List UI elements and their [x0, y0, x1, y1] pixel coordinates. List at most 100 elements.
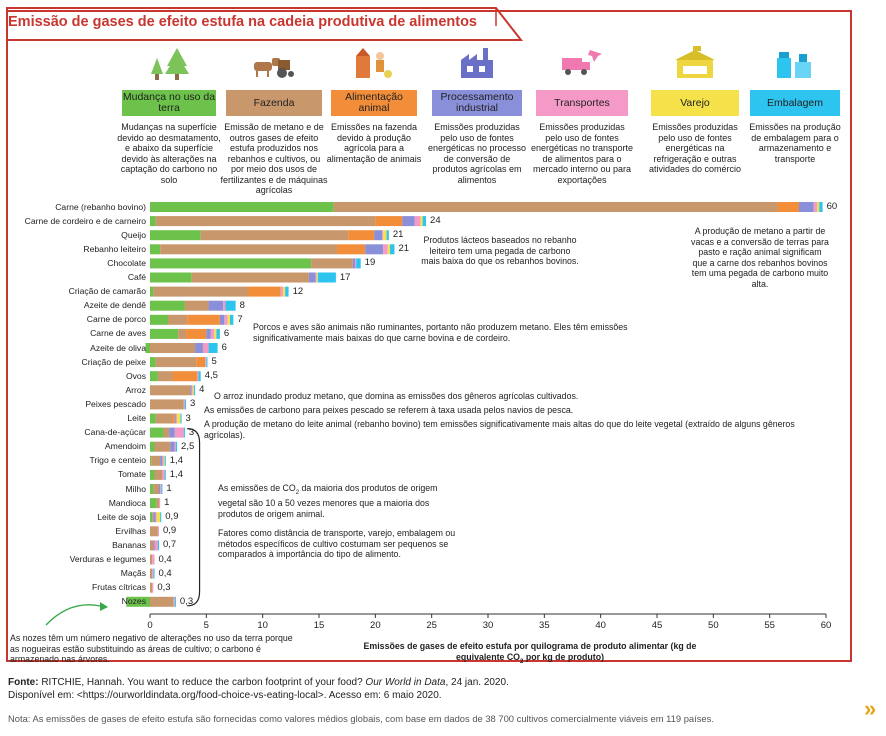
bar-segment-packaging — [161, 484, 163, 494]
bar-segment-land — [150, 413, 156, 424]
bar-segment-farm — [184, 300, 209, 311]
row-total-label: 3 — [185, 412, 191, 424]
bar-segment-packaging — [206, 357, 208, 368]
row-label: Carne de aves — [90, 328, 146, 339]
bar-segment-packaging — [356, 258, 361, 269]
bar-segment-processing — [174, 413, 176, 424]
x-tick-label: 0 — [147, 620, 153, 631]
farmer-icon — [352, 44, 396, 87]
bar-segment-land — [150, 469, 155, 480]
bar-segment-transport — [157, 526, 160, 537]
bar-segment-transport — [159, 498, 161, 509]
bar-segment-land — [150, 512, 153, 523]
truck-plane-icon — [560, 44, 604, 87]
bar-segment-farm — [155, 357, 197, 368]
row-total-label: 4,5 — [204, 370, 218, 382]
row-label: Tomate — [117, 469, 146, 480]
row-total-label: 17 — [339, 271, 351, 283]
x-tick-label: 60 — [820, 620, 832, 631]
row-total-label: 3 — [190, 398, 196, 410]
bar-segment-transport — [183, 399, 185, 410]
bar-segment-farm — [151, 455, 161, 466]
bar-segment-packaging — [175, 441, 178, 452]
bar-segment-transport — [152, 568, 154, 579]
row-total-label: 2,5 — [181, 440, 195, 452]
row-total-label: 21 — [398, 243, 410, 255]
annotation-nuts: As nozes têm um número negativo de alter… — [10, 633, 293, 664]
bar-segment-farm — [154, 469, 163, 480]
row-label: Criação de camarão — [68, 286, 146, 297]
bar-segment-packaging — [225, 300, 236, 311]
bar-segment-feed — [186, 328, 207, 339]
bar-segment-farm — [155, 413, 173, 424]
row-total-label: 0,4 — [158, 567, 172, 579]
bar-segment-farm — [178, 328, 187, 339]
category-desc-packaging: Emissões na produção de embalagem para o… — [749, 122, 841, 164]
bar-segment-transport — [162, 469, 165, 480]
bar-segment-farm — [150, 582, 153, 593]
x-axis-label: Emissões de gases de efeito estufa por q… — [363, 641, 697, 665]
row-label: Criação de peixe — [81, 356, 147, 367]
x-tick-label: 25 — [426, 620, 437, 631]
bar-segment-feed — [348, 230, 375, 241]
row-label: Ervilhas — [115, 525, 146, 536]
row-total-label: 0,9 — [165, 511, 179, 523]
bar-segment-feed — [172, 413, 175, 424]
row-total-label: 19 — [364, 257, 376, 269]
bar-segment-retail — [383, 230, 387, 241]
row-label: Cana-de-açúcar — [84, 427, 146, 438]
row-label: Peixes pescado — [85, 398, 146, 409]
page-title: Emissão de gases de efeito estufa na cad… — [8, 14, 477, 30]
bar-segment-packaging — [160, 512, 162, 523]
annotation-milk: A produção de metano do leite animal (re… — [204, 419, 795, 440]
category-desc-retail: Emissões produzidas pelo uso de fontes e… — [648, 122, 742, 174]
annotation-plants-2: Fatores como distância de transporte, va… — [218, 528, 456, 559]
bar-segment-transport — [414, 216, 421, 227]
bar-segment-processing — [308, 272, 316, 283]
bar-segment-retail — [816, 202, 820, 212]
row-total-label: 60 — [826, 201, 838, 212]
bar-segment-feed — [777, 202, 799, 212]
row-total-label: 0,3 — [157, 581, 171, 593]
bar-segment-packaging — [208, 343, 218, 353]
bar-segment-processing — [160, 455, 163, 466]
annotation-fish: As emissões de carbono para peixes pesca… — [204, 405, 574, 415]
bar-segment-land — [150, 357, 156, 368]
bar-segment-farm — [153, 286, 249, 297]
factory-icon — [455, 44, 499, 87]
bar-segment-packaging — [819, 202, 823, 212]
bar-segment-feed — [187, 314, 220, 325]
tree-icon — [147, 44, 191, 87]
bar-segment-transport — [154, 540, 158, 551]
row-total-label: 1,4 — [169, 454, 183, 466]
category-desc-transport: Emissões produzidas pelo uso de fontes e… — [530, 122, 634, 185]
category-desc-feed: Emissões na fazenda devido à produção ag… — [326, 122, 422, 164]
bar-segment-farm — [150, 554, 153, 565]
bar-segment-transport — [152, 554, 155, 565]
row-total-label: 4 — [199, 384, 205, 396]
row-label: Carne (rebanho bovino) — [55, 201, 146, 212]
bar-segment-packaging — [229, 314, 234, 325]
category-desc-farm: Emissão de metano e de outros gases de e… — [220, 122, 328, 195]
row-total-label: 8 — [239, 299, 245, 311]
bar-segment-land — [150, 258, 312, 269]
bar-segment-feed — [248, 286, 281, 297]
annotation-dairy: Produtos lácteos baseados no rebanho lei… — [421, 235, 579, 266]
row-total-label: 0,4 — [158, 553, 172, 565]
row-total-label: 5 — [211, 356, 217, 368]
bar-segment-transport — [197, 371, 199, 382]
bar-segment-packaging — [184, 399, 187, 410]
x-tick-label: 35 — [539, 620, 550, 631]
row-total-label: 0,3 — [179, 595, 194, 607]
bar-segment-processing — [190, 385, 192, 396]
bar-segment-farm — [156, 498, 160, 509]
bar-segment-land — [150, 286, 154, 297]
chevron-right-icon[interactable]: » — [864, 696, 877, 721]
row-total-label: 24 — [430, 215, 441, 227]
bar-segment-retail — [177, 413, 181, 424]
row-total-label: 3 — [188, 426, 195, 438]
row-total-label: 1 — [164, 497, 170, 509]
bar-segment-land — [150, 427, 164, 438]
category-land: Mudança no uso da terra — [122, 90, 216, 116]
